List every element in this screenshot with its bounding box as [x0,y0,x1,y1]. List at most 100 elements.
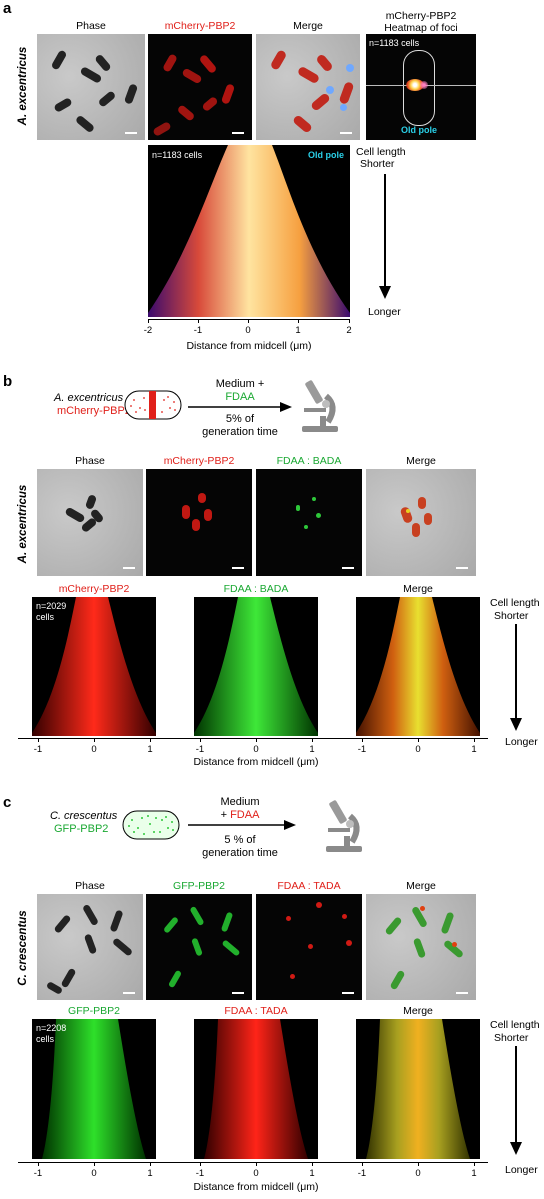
xtick-c-8: 1 [471,1168,477,1179]
xtick-b-4: 0 [253,744,259,755]
mcherry-header-a: mCherry-PBP2 [164,20,236,32]
fdaa-label-b: FDAA [225,391,255,403]
demograph-b-merge [356,597,480,736]
xlabel-b: Distance from midcell (μm) [193,756,319,768]
merge-image-c [366,894,476,1000]
xlabel-a: Distance from midcell (μm) [186,340,312,352]
xtick-b-6: -1 [357,744,367,755]
demograph-a-old-pole: Old pole [308,150,344,160]
longer-a: Longer [368,306,401,318]
panel-c-label: c [3,794,12,811]
schematic-protein-b: mCherry-PBP2 [57,405,131,417]
x-axis-b [18,738,488,739]
shorter-b: Shorter [494,610,529,622]
fdaa-image-b [256,469,362,576]
gfp-image-c [146,894,252,1000]
demograph-b-n1: n=2029 [36,601,67,611]
schematic-organism-b: A. excentricus [54,392,124,404]
cell-length-c: Cell length [490,1019,540,1031]
heatmap-n-label: n=1183 cells [369,38,420,48]
xtick-a-0: -2 [143,325,153,336]
demograph-c-green [32,1019,156,1159]
microscope-icon [302,380,338,432]
gen-label-b: generation time [202,426,278,438]
demo-title-b-3: Merge [403,583,433,595]
demograph-b-red [32,597,156,736]
demograph-a-n-label: n=1183 cells [152,150,203,160]
phase-header-b: Phase [75,455,105,467]
xtick-a-2: 0 [245,325,251,336]
merge-header-b: Merge [406,455,436,467]
microscope-icon-c [326,800,362,852]
cell-schematic-b [124,390,182,420]
xtick-b-3: -1 [195,744,205,755]
demo-title-c-2: FDAA : TADA [224,1005,288,1017]
merge-header-a: Merge [293,20,323,32]
xtick-b-0: -1 [33,744,43,755]
xtick-c-3: -1 [195,1168,205,1179]
demograph-c-n1: n=2208 [36,1023,67,1033]
heatmap-of-foci: n=1183 cells Old pole [366,34,476,140]
phase-image-c [37,894,143,1000]
demo-title-b-2: FDAA : BADA [223,583,289,595]
fdaa-label-c: FDAA [230,809,260,821]
demograph-c-n2: cells [36,1034,55,1044]
fdaa-image-c [256,894,362,1000]
xtick-c-5: 1 [309,1168,315,1179]
xtick-c-6: -1 [357,1168,367,1179]
cell-schematic-c [122,810,180,840]
fdaa-header-b: FDAA : BADA [276,455,342,467]
demograph-c-red [194,1019,318,1159]
xtick-c-1: 0 [91,1168,97,1179]
demograph-c-merge [356,1019,480,1159]
xtick-a-4: 2 [346,325,352,336]
fdaa-plus-c: + [220,809,228,821]
length-arrow-c [510,1046,522,1155]
xtick-b-8: 1 [471,744,477,755]
x-axis-a [148,319,350,320]
xtick-b-7: 0 [415,744,421,755]
length-arrow-b [510,624,522,731]
gen-label-c: generation time [202,847,278,859]
cell-length-b: Cell length [490,597,540,609]
xtick-c-7: 0 [415,1168,421,1179]
heatmap-title-line1: mCherry-PBP2 [385,10,457,22]
merge-image-b [366,469,476,576]
schematic-organism-c: C. crescentus [50,810,118,822]
shorter-c: Shorter [494,1032,529,1044]
demograph-a [148,145,350,317]
phase-image-b [37,469,143,576]
demograph-b-green [194,597,318,736]
panel-a-label: a [3,0,12,17]
xtick-b-1: 0 [91,744,97,755]
heatmap-title-line2: Heatmap of foci [384,22,458,34]
pct-label-b: 5% of [225,413,255,425]
arrow-b [188,402,292,412]
cell-length-a: Cell length [356,146,406,158]
merge-image-a [256,34,360,140]
demo-title-c-1: GFP-PBP2 [68,1005,120,1017]
xtick-a-3: 1 [295,325,301,336]
phase-header-a: Phase [76,20,106,32]
fdaa-header-c: FDAA : TADA [277,880,341,892]
x-axis-c [18,1162,488,1163]
demograph-b-n2: cells [36,612,55,622]
pct-label-c: 5 % of [224,834,256,846]
heatmap-old-pole-label: Old pole [401,125,437,135]
longer-b: Longer [505,736,538,748]
phase-header-c: Phase [75,880,105,892]
xlabel-c: Distance from midcell (μm) [193,1181,319,1193]
medium-label-c: Medium [220,796,260,808]
mcherry-header-b: mCherry-PBP2 [163,455,235,467]
panel-b-label: b [3,373,13,390]
phase-image-a [37,34,145,140]
organism-label-a: A. excentricus [17,46,29,126]
demo-title-c-3: Merge [403,1005,433,1017]
xtick-c-0: -1 [33,1168,43,1179]
mcherry-image-a [148,34,252,140]
schematic-protein-c: GFP-PBP2 [54,823,109,835]
longer-c: Longer [505,1164,538,1176]
xtick-a-1: -1 [193,325,203,336]
xtick-b-5: 1 [309,744,315,755]
length-arrow-a [379,174,391,299]
